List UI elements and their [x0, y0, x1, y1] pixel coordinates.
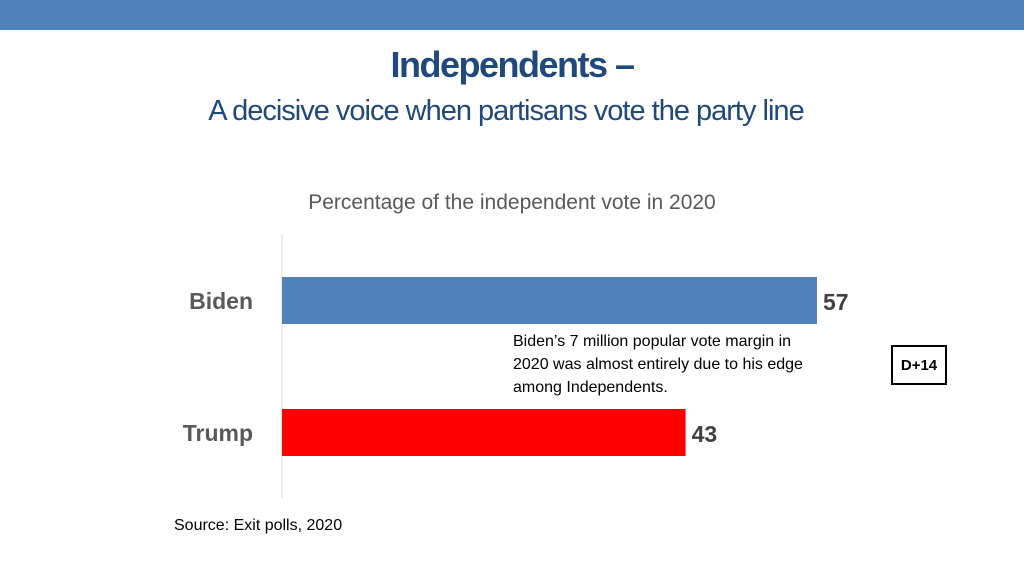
margin-badge: D+14: [891, 345, 947, 385]
category-label-trump: Trump: [183, 420, 253, 446]
callout-note: Biden’s 7 million popular vote margin in…: [513, 333, 803, 396]
bar-trump: [282, 409, 686, 456]
page-title: Independents –: [390, 44, 635, 85]
value-label-biden: 57: [823, 289, 849, 315]
value-label-trump: 43: [692, 421, 718, 447]
top-banner: [0, 0, 1024, 30]
chart-title: Percentage of the independent vote in 20…: [308, 191, 716, 214]
bar-biden: [282, 277, 817, 324]
category-label-biden: Biden: [189, 288, 253, 314]
page-subtitle: A decisive voice when partisans vote the…: [208, 95, 804, 127]
source-note: Source: Exit polls, 2020: [174, 517, 343, 534]
